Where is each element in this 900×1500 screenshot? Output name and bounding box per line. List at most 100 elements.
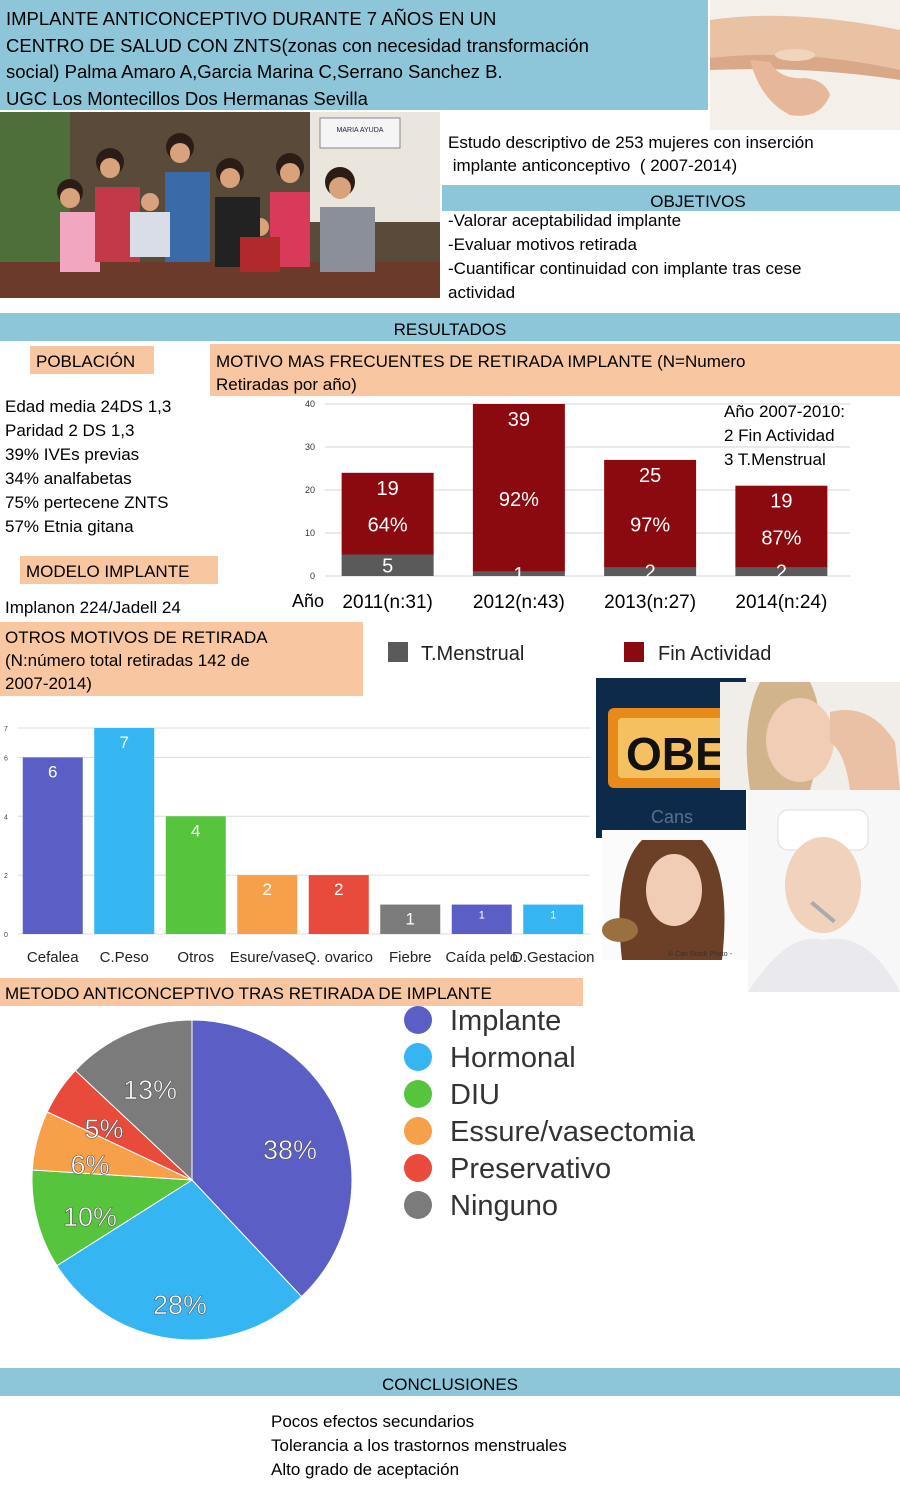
bar-value-label: 2 xyxy=(334,880,343,899)
title-line: UGC Los Montecillos Dos Hermanas Sevilla xyxy=(6,87,368,109)
resultados-title: RESULTADOS xyxy=(393,320,507,339)
bar-percent-label: 87% xyxy=(761,528,801,550)
bar-value-label: 4 xyxy=(191,821,200,840)
pie-value-label: 38% xyxy=(263,1135,317,1165)
bar-value-label: 1 xyxy=(406,910,415,929)
bar-t-menstrual xyxy=(604,567,697,576)
title-line: IMPLANTE ANTICONCEPTIVO DURANTE 7 AÑOS E… xyxy=(6,8,497,29)
watermark-2: © Can Stock Photo - xyxy=(668,950,733,958)
poblacion-item: 39% IVEs previas xyxy=(5,445,140,464)
bar xyxy=(308,875,369,934)
bar-percent-label: 97% xyxy=(630,515,670,537)
conclusiones-banner xyxy=(0,1368,900,1396)
legend-label: Ninguno xyxy=(450,1190,558,1222)
poblacion-list: Edad media 24DS 1,3 Paridad 2 DS 1,3 39%… xyxy=(5,395,171,539)
poblacion-item: Edad media 24DS 1,3 xyxy=(5,397,172,416)
modelo-label-box xyxy=(20,556,218,584)
otros-motivos-chart: 0 2 4 6 7 6 Cefalea 7 C.Peso 4 Otros 2 Esure/vase 2 Q.… xyxy=(4,726,595,966)
objetivo-item: -Cuantificar continuidad con implante tr… xyxy=(448,259,802,278)
otros-header-box xyxy=(0,622,363,696)
bar-value-label: 2 xyxy=(645,562,656,584)
hair-loss-woman-image: © Can Stock Photo - xyxy=(602,830,748,960)
legend-swatch xyxy=(404,1154,432,1182)
watermark: Cans xyxy=(651,807,693,827)
pie-value-label: 5% xyxy=(84,1114,123,1144)
study-description: Estudo descriptivo de 253 mujeres con in… xyxy=(448,131,898,177)
poblacion-item: 75% pertecene ZNTS xyxy=(5,493,169,512)
objetivo-item: actividad xyxy=(448,283,516,302)
objetivos-list: -Valorar aceptabilidad implante -Evaluar… xyxy=(448,209,898,305)
legend-swatch xyxy=(404,1191,432,1219)
legend-label: DIU xyxy=(450,1079,500,1111)
chart-annotation: Año 2007-2010: 2 Fin Actividad 3 T.Menst… xyxy=(724,400,845,472)
motivo-header-line: MOTIVO MAS FRECUENTES DE RETIRADA IMPLAN… xyxy=(216,352,746,371)
bar-percent-label: 64% xyxy=(368,515,408,537)
fever-woman-image xyxy=(748,790,900,992)
otros-header-line: (N:número total retiradas 142 de xyxy=(5,651,250,670)
title-lines: IMPLANTE ANTICONCEPTIVO DURANTE 7 AÑOS E… xyxy=(6,6,706,112)
x-tick-label: 2011(n:31) xyxy=(342,592,433,613)
objetivo-item: -Evaluar motivos retirada xyxy=(448,235,637,254)
bar-value-label: 7 xyxy=(120,733,129,752)
x-tick-label: Esure/vase xyxy=(230,949,305,966)
bar xyxy=(94,728,155,934)
bar-value-label: 39 xyxy=(508,409,530,431)
y-tick-label: 20 xyxy=(305,485,315,495)
study-line: implante anticonceptivo ( 2007-2014) xyxy=(448,156,738,175)
x-tick-label: Q. ovarico xyxy=(305,949,373,966)
pie-slice xyxy=(74,1019,193,1182)
bar-t-menstrual xyxy=(472,571,565,576)
title-banner xyxy=(0,0,708,110)
title-line: social) Palma Amaro A,Garcia Marina C,Se… xyxy=(6,61,503,82)
x-tick-label: C.Peso xyxy=(100,949,149,966)
pie-slice xyxy=(31,1169,194,1267)
poblacion-item: 57% Etnia gitana xyxy=(5,517,134,536)
arm-implant-photo xyxy=(710,0,900,130)
bar-t-menstrual xyxy=(735,567,828,576)
y-tick-label: 30 xyxy=(305,442,315,452)
legend-label: Hormonal xyxy=(450,1042,576,1074)
pie-slice xyxy=(56,1179,303,1341)
bar-fin-actividad xyxy=(472,404,565,572)
legend-label: Preservativo xyxy=(450,1153,611,1185)
otros-header-line: 2007-2014) xyxy=(5,674,92,693)
conclusion-item: Alto grado de aceptación xyxy=(271,1460,460,1479)
resultados-banner xyxy=(0,313,900,341)
legend-label: Essure/vasectomia xyxy=(450,1116,696,1148)
x-tick-label: Cefalea xyxy=(27,949,79,966)
annotation-line: 3 T.Menstrual xyxy=(724,450,826,469)
bar-value-label: 1 xyxy=(550,910,556,922)
legend-swatch-t-menstrual xyxy=(388,642,408,662)
bar-value-label: 1 xyxy=(479,910,485,922)
bar-value-label: 2 xyxy=(776,562,787,584)
objetivo-item: -Valorar aceptabilidad implante xyxy=(448,211,682,230)
motivo-header-box xyxy=(210,344,900,396)
legend-swatch xyxy=(404,1043,432,1071)
photo-sign-text: MARIA AYUDA xyxy=(337,127,384,134)
headache-woman-image xyxy=(720,682,900,790)
legend-swatch-fin-actividad xyxy=(624,642,644,662)
legend-swatch xyxy=(404,1117,432,1145)
x-tick-label: D.Gestacion xyxy=(512,949,595,966)
metodo-pie-chart: 38% 28% 10% 6% 5%13% Implante Hormonal DIU Essur… xyxy=(31,1006,696,1341)
y-tick-label: 2 xyxy=(4,873,8,880)
pie-value-label: 10% xyxy=(63,1202,117,1232)
bar xyxy=(523,904,584,934)
retirada-por-ano-chart: 0 10 20 30 40 19 64% 5 2011(n:31) 39 92% 1 2012(n:43… xyxy=(292,399,850,665)
annotation-line: Año 2007-2010: xyxy=(724,402,845,421)
y-tick-label: 7 xyxy=(4,726,8,733)
y-tick-label: 4 xyxy=(4,814,8,821)
x-tick-label: 2014(n:24) xyxy=(735,592,827,613)
y-tick-label: 10 xyxy=(305,528,315,538)
y-tick-label: 0 xyxy=(4,932,8,939)
bar xyxy=(451,904,512,934)
bar-fin-actividad xyxy=(735,485,828,568)
x-axis-prefix: Año xyxy=(292,591,324,611)
legend-label: Implante xyxy=(450,1006,561,1037)
bar-t-menstrual xyxy=(341,554,434,576)
bar-value-label: 2 xyxy=(263,880,272,899)
annotation-line: 2 Fin Actividad xyxy=(724,426,835,445)
bar-value-label: 19 xyxy=(377,478,399,500)
modelo-title: MODELO IMPLANTE xyxy=(26,562,190,581)
legend-label: Fin Actividad xyxy=(658,643,771,665)
